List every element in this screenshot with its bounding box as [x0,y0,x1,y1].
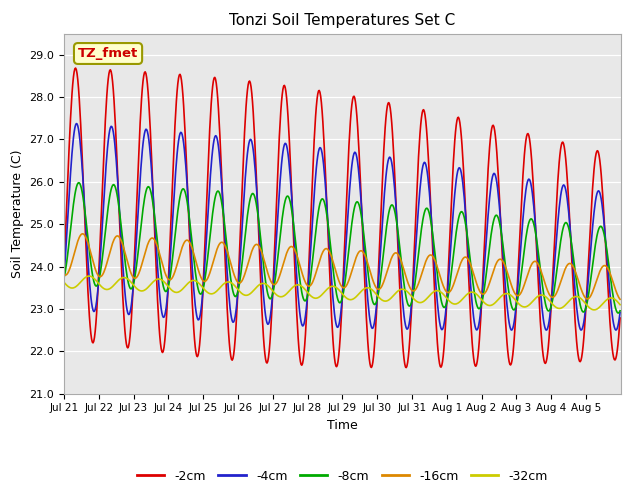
X-axis label: Time: Time [327,419,358,432]
Text: TZ_fmet: TZ_fmet [78,47,138,60]
Title: Tonzi Soil Temperatures Set C: Tonzi Soil Temperatures Set C [229,13,456,28]
Y-axis label: Soil Temperature (C): Soil Temperature (C) [11,149,24,278]
Legend: -2cm, -4cm, -8cm, -16cm, -32cm: -2cm, -4cm, -8cm, -16cm, -32cm [132,465,553,480]
